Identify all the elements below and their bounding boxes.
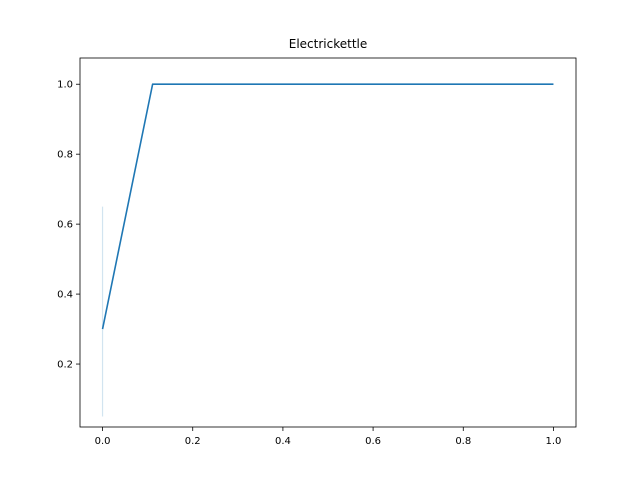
y-tick-label: 0.8 xyxy=(57,150,73,161)
x-tick-label: 0.4 xyxy=(275,436,291,447)
x-tick-label: 1.0 xyxy=(546,436,562,447)
axes-frame xyxy=(79,57,577,428)
chart-title: Electrickettle xyxy=(289,37,368,51)
y-tick-label: 0.6 xyxy=(57,220,73,231)
y-tick-label: 1.0 xyxy=(57,80,73,91)
y-axis: 0.2 0.4 0.6 0.8 1.0 xyxy=(57,80,80,371)
x-tick-label: 0.6 xyxy=(365,436,381,447)
y-tick-label: 0.2 xyxy=(57,360,73,371)
x-tick-label: 0.8 xyxy=(455,436,471,447)
series-line xyxy=(101,83,554,330)
x-tick-label: 0.0 xyxy=(95,436,111,447)
x-tick-label: 0.2 xyxy=(185,436,201,447)
x-axis: 0.0 0.2 0.4 0.6 0.8 1.0 xyxy=(95,427,562,447)
y-tick-label: 0.4 xyxy=(57,290,73,301)
plot-area xyxy=(101,83,554,417)
